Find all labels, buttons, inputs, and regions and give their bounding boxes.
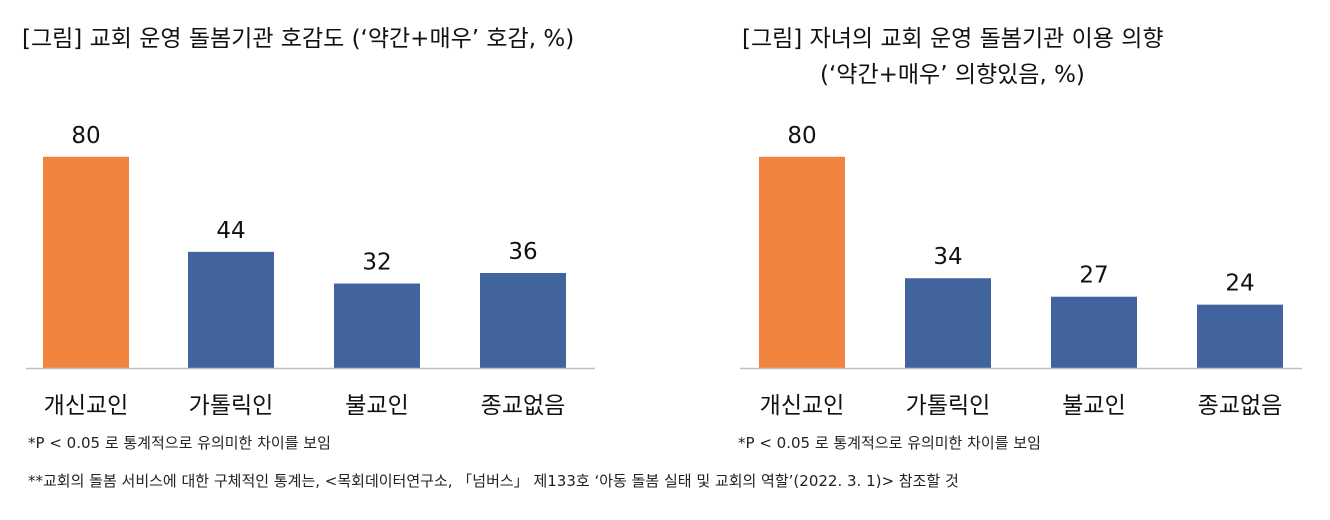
chart-subtitle-right: (‘약간+매우’ 의향있음, %) bbox=[820, 62, 1085, 88]
bar-3 bbox=[334, 283, 420, 368]
bar-1 bbox=[43, 156, 129, 368]
category-label-2: 가톨릭인 bbox=[906, 393, 991, 419]
bar-3 bbox=[1051, 296, 1137, 368]
bar-2 bbox=[188, 251, 274, 368]
category-label-3: 불교인 bbox=[1062, 393, 1125, 419]
data-label-2: 44 bbox=[216, 218, 245, 244]
category-label-4: 종교없음 bbox=[1198, 393, 1283, 419]
data-label-4: 36 bbox=[508, 239, 537, 265]
bar-chart-right: 80 개신교인 34 가톨릭인 27 불교인 24 종교없음 bbox=[740, 123, 1302, 419]
data-label-2: 34 bbox=[933, 244, 962, 270]
chart-title-right: [그림] 자녀의 교회 운영 돌봄기관 이용 의향 bbox=[742, 26, 1164, 52]
data-label-3: 32 bbox=[362, 250, 391, 276]
category-label-2: 가톨릭인 bbox=[189, 393, 274, 419]
bar-4 bbox=[1197, 304, 1283, 368]
category-label-4: 종교없음 bbox=[481, 393, 566, 419]
category-label-1: 개신교인 bbox=[760, 393, 845, 419]
data-label-1: 80 bbox=[787, 123, 816, 149]
bar-chart-left: 80 개신교인 44 가톨릭인 32 불교인 36 종교없음 bbox=[26, 123, 595, 419]
bar-1 bbox=[759, 156, 845, 368]
data-label-3: 27 bbox=[1079, 263, 1108, 289]
significance-note-right: *P < 0.05 로 통계적으로 유의미한 차이를 보임 bbox=[738, 434, 1041, 452]
data-label-1: 80 bbox=[71, 123, 100, 149]
reference-footnote: **교회의 돌봄 서비스에 대한 구체적인 통계는, <목회데이터연구소, 「넘… bbox=[28, 472, 959, 490]
category-label-3: 불교인 bbox=[345, 393, 408, 419]
data-label-4: 24 bbox=[1225, 271, 1254, 297]
bar-4 bbox=[480, 272, 566, 368]
category-label-1: 개신교인 bbox=[44, 393, 129, 419]
chart-title-left: [그림] 교회 운영 돌봄기관 호감도 (‘약간+매우’ 호감, %) bbox=[22, 26, 575, 52]
bar-2 bbox=[905, 278, 991, 368]
significance-note-left: *P < 0.05 로 통계적으로 유의미한 차이를 보임 bbox=[28, 434, 331, 452]
